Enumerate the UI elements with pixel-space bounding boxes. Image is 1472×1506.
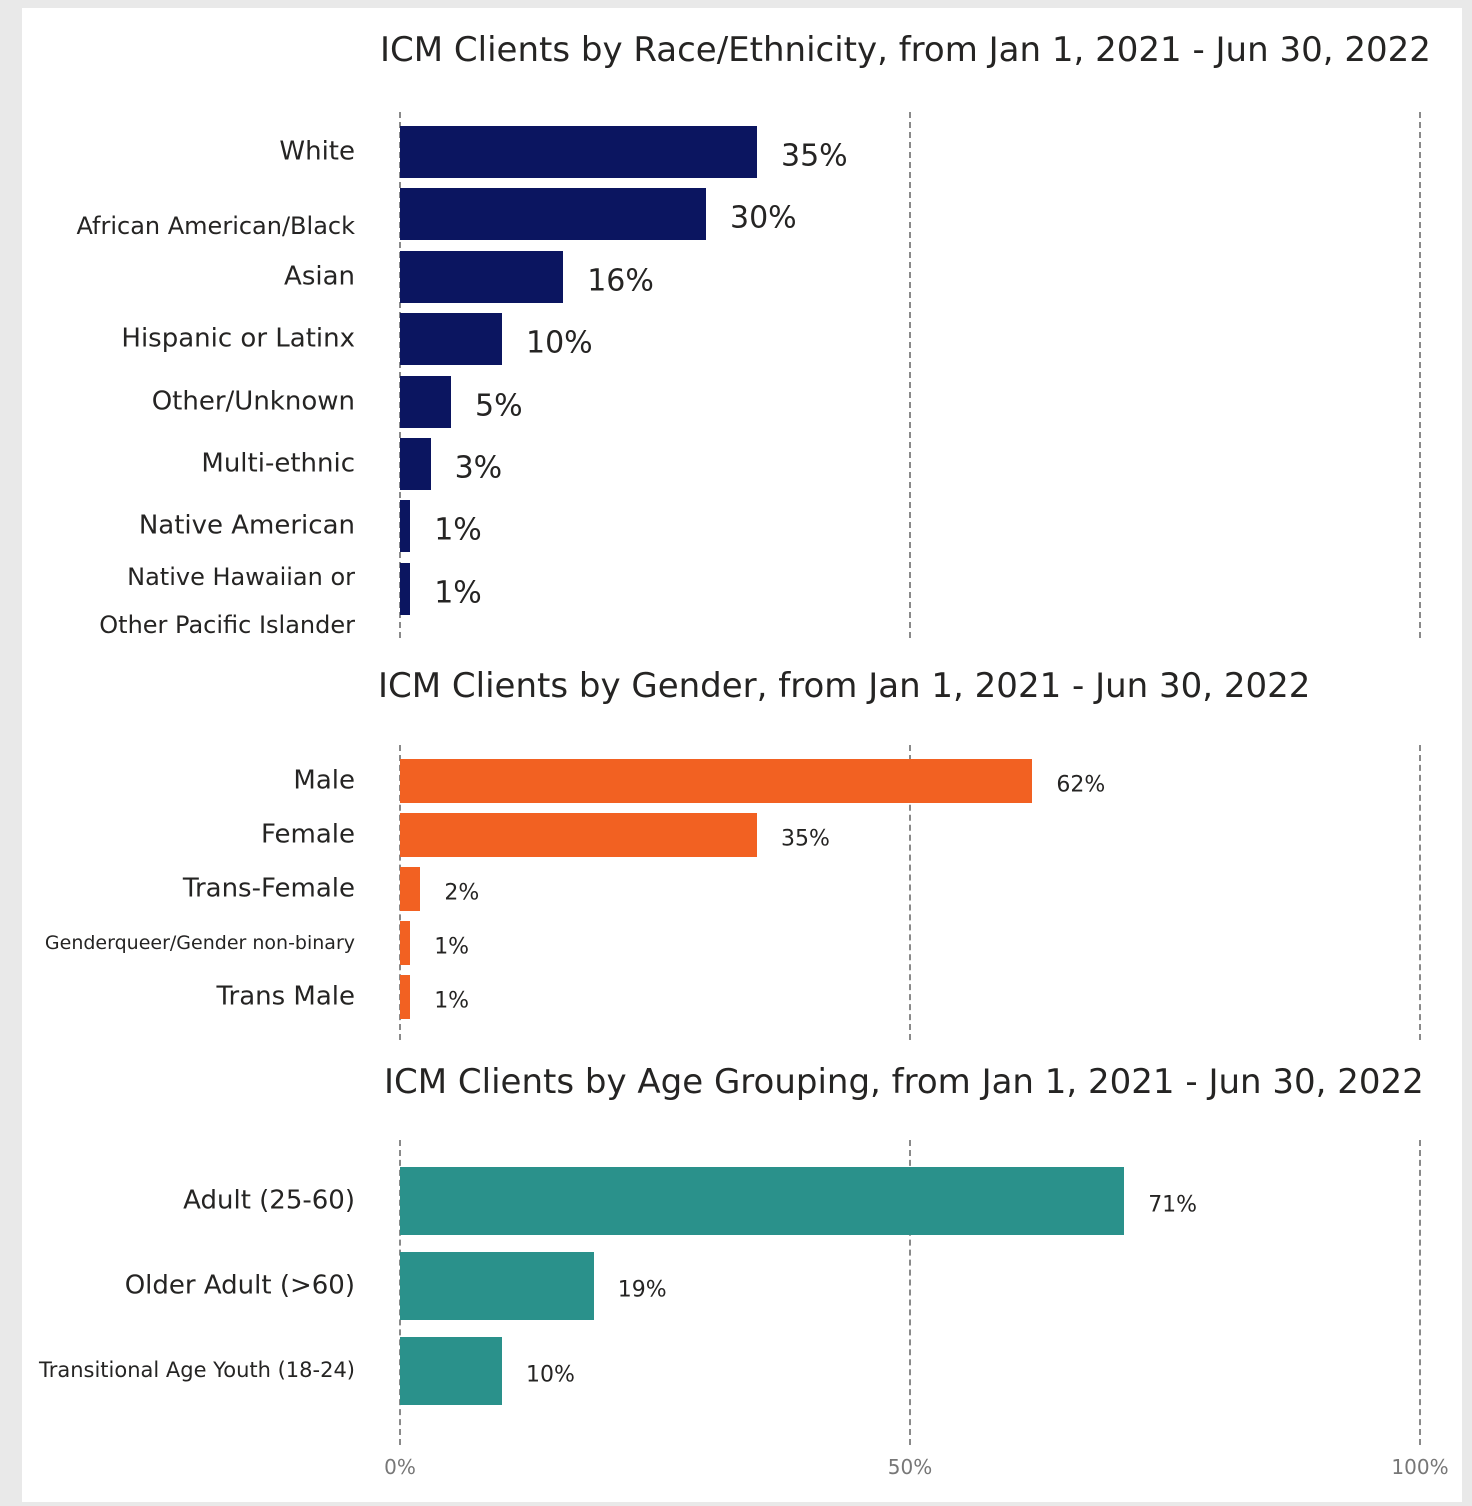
chart-title: ICM Clients by Gender, from Jan 1, 2021 … [378,666,1311,706]
data-label: 30% [730,200,797,236]
category-label: White [279,136,355,167]
bar [400,188,706,241]
category-label: Female [260,819,355,850]
chart-title: ICM Clients by Age Grouping, from Jan 1,… [384,1062,1424,1102]
chart-title: ICM Clients by Race/Ethnicity, from Jan … [380,30,1431,70]
grid-line [909,112,911,638]
data-label: 5% [475,388,523,424]
data-label: 10% [526,325,593,361]
bar [400,562,411,615]
bar [400,313,502,366]
category-label: Male [293,765,355,796]
category-label: Trans Male [216,981,355,1012]
bar [400,250,564,303]
category-label: Native American [138,510,355,541]
grid-line [1419,1140,1421,1445]
bar [400,1337,502,1405]
grid-line [1419,745,1421,1040]
bar [400,375,451,428]
grid-line [399,112,401,638]
bar [400,813,757,857]
grid-line [909,1140,911,1445]
data-label: 1% [434,575,482,611]
data-label: 2% [444,880,480,906]
category-label: Other/Unknown [151,386,355,417]
data-label: 35% [781,826,830,852]
bar [400,1252,594,1320]
category-label: Adult (25-60) [183,1185,355,1216]
panel [22,8,1462,1502]
grid-line [1419,112,1421,638]
category-label: Multi-ethnic [201,448,355,479]
data-label: 62% [1056,772,1106,798]
category-label: Trans-Female [182,873,355,904]
data-label: 1% [434,512,482,548]
bar [400,438,431,490]
data-label: 3% [454,450,503,486]
data-label: 71% [1148,1192,1198,1218]
data-label: 16% [587,263,654,299]
category-label: Genderqueer/Gender non-binary [44,931,355,954]
category-label: African American/Black [76,212,355,241]
bar [400,921,411,965]
data-label: 10% [526,1362,575,1388]
x-tick-label: 0% [384,1455,416,1479]
bar [400,759,1033,803]
category-label: Native Hawaiian or Other Pacific Islande… [99,562,355,639]
category-label: Older Adult (>60) [124,1270,355,1301]
bar [400,975,411,1019]
x-tick-label: 100% [1391,1455,1449,1479]
x-tick-label: 50% [887,1455,933,1479]
category-label: Hispanic or Latinx [121,323,355,354]
bar [400,500,411,553]
grid-line [909,745,911,1040]
bar [400,126,757,178]
data-label: 19% [617,1277,667,1303]
category-label: Asian [284,261,355,292]
data-label: 1% [434,988,470,1014]
category-label: Transitional Age Youth (18-24) [38,1358,355,1383]
data-label: 1% [434,934,470,960]
bar [400,1167,1125,1235]
bar [400,867,421,911]
data-label: 35% [781,138,848,174]
